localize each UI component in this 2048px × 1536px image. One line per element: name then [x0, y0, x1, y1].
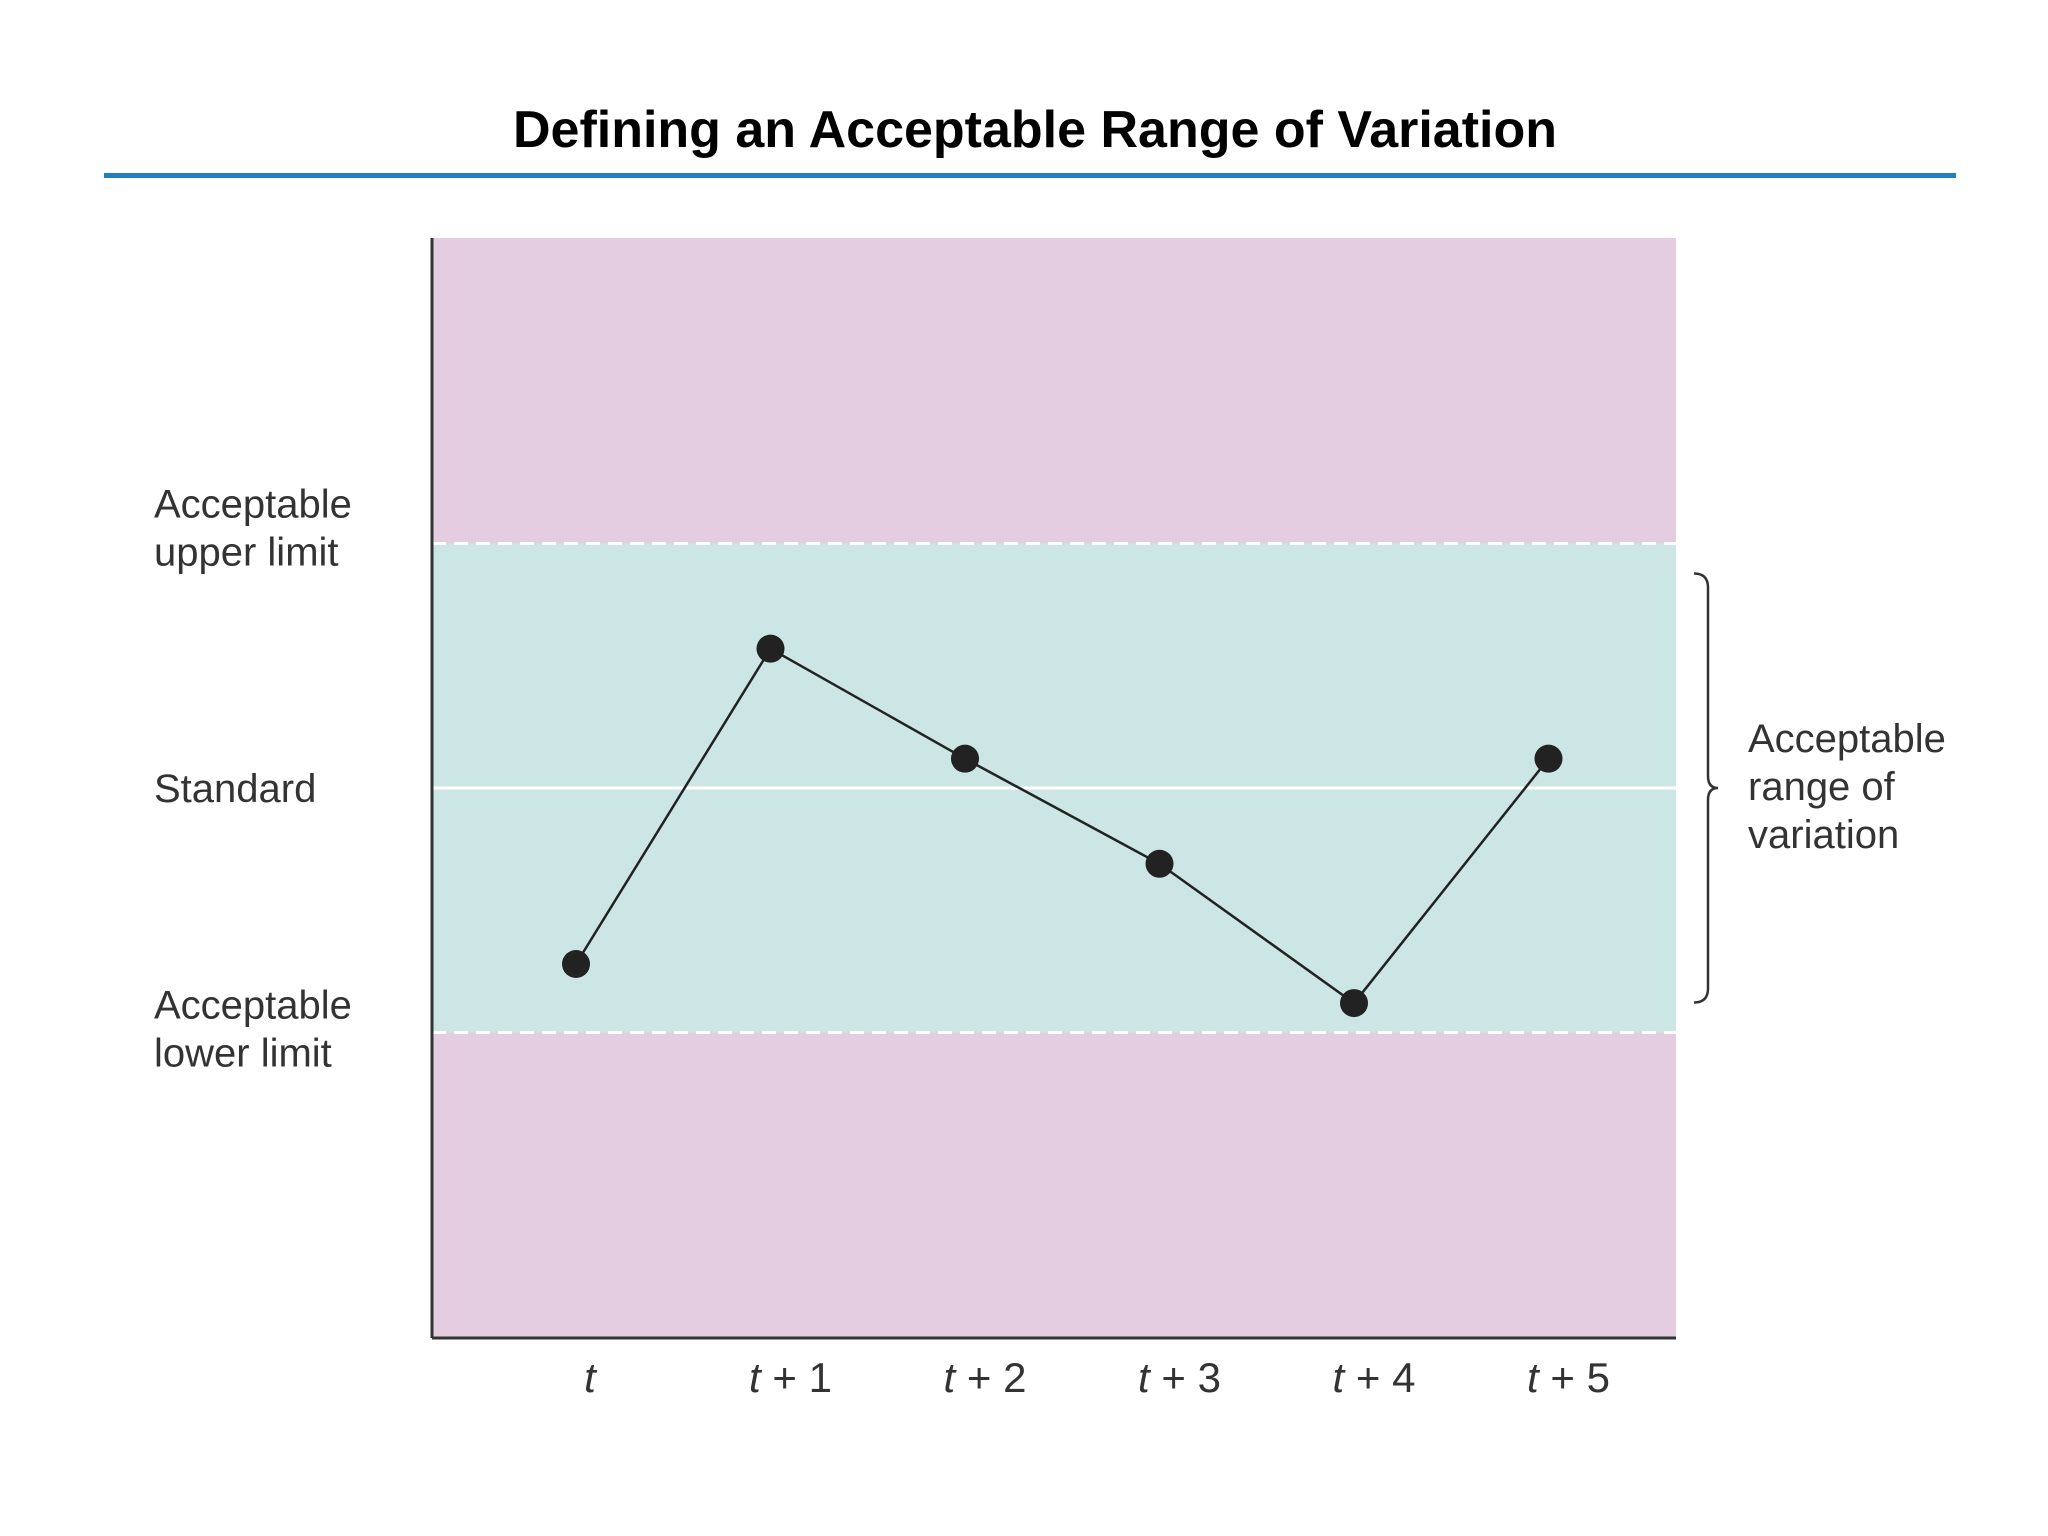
x-tick-label-4-offset: + 4: [1344, 1354, 1415, 1401]
x-tick-label-5: t + 5: [1527, 1354, 1610, 1401]
x-tick-label-3-offset: + 3: [1150, 1354, 1221, 1401]
data-point-1: [756, 634, 785, 663]
x-tick-label-2-variable: t: [944, 1354, 958, 1401]
data-point-5: [1534, 744, 1563, 773]
series-layer: [562, 634, 1563, 1018]
x-tick-label-2: t + 2: [944, 1354, 1027, 1401]
x-tick-label-0-variable: t: [584, 1354, 598, 1401]
upper-limit-label: Acceptable upper limit: [154, 483, 363, 575]
x-tick-label-1-variable: t: [749, 1354, 763, 1401]
range-brace: [1693, 572, 1719, 1004]
data-point-0: [562, 950, 590, 978]
x-tick-label-2-offset: + 2: [955, 1354, 1026, 1401]
x-tick-label-1: t + 1: [749, 1354, 832, 1401]
upper-limit-label-line-1: Acceptable: [154, 483, 352, 527]
data-point-4: [1340, 989, 1368, 1018]
x-tick-label-1-offset: + 1: [761, 1354, 832, 1401]
standard-label-line-1: Standard: [154, 767, 316, 811]
lower-limit-label-line-2: lower limit: [154, 1031, 332, 1075]
x-tick-label-3-variable: t: [1138, 1354, 1152, 1401]
upper-limit-label-line-2: upper limit: [154, 531, 339, 575]
range-annotation-line-1: Acceptable: [1748, 717, 1946, 761]
lower-limit-label-line-1: Acceptable: [154, 983, 352, 1027]
x-tick-label-4: t + 4: [1333, 1354, 1416, 1401]
x-tick-label-4-variable: t: [1333, 1354, 1347, 1401]
upper-out-of-range-band: [432, 238, 1676, 544]
standard-label: Standard: [154, 767, 316, 811]
series-line: [574, 646, 1550, 1005]
range-annotation-line-2: range of: [1748, 765, 1896, 809]
x-tick-label-3: t + 3: [1138, 1354, 1221, 1401]
x-tick-label-0: t: [584, 1354, 598, 1401]
lower-out-of-range-band: [432, 1032, 1676, 1338]
data-point-2: [951, 744, 979, 773]
x-tick-label-5-variable: t: [1527, 1354, 1541, 1401]
title-rule: [104, 173, 1956, 178]
lower-limit-label: Acceptable lower limit: [154, 983, 363, 1075]
range-annotation-line-3: variation: [1748, 813, 1899, 857]
page-title: Defining an Acceptable Range of Variatio…: [512, 101, 1558, 159]
range-annotation: Acceptable range of variation: [1748, 717, 1957, 857]
data-point-3: [1145, 849, 1174, 878]
x-tick-label-5-offset: + 5: [1539, 1354, 1610, 1401]
